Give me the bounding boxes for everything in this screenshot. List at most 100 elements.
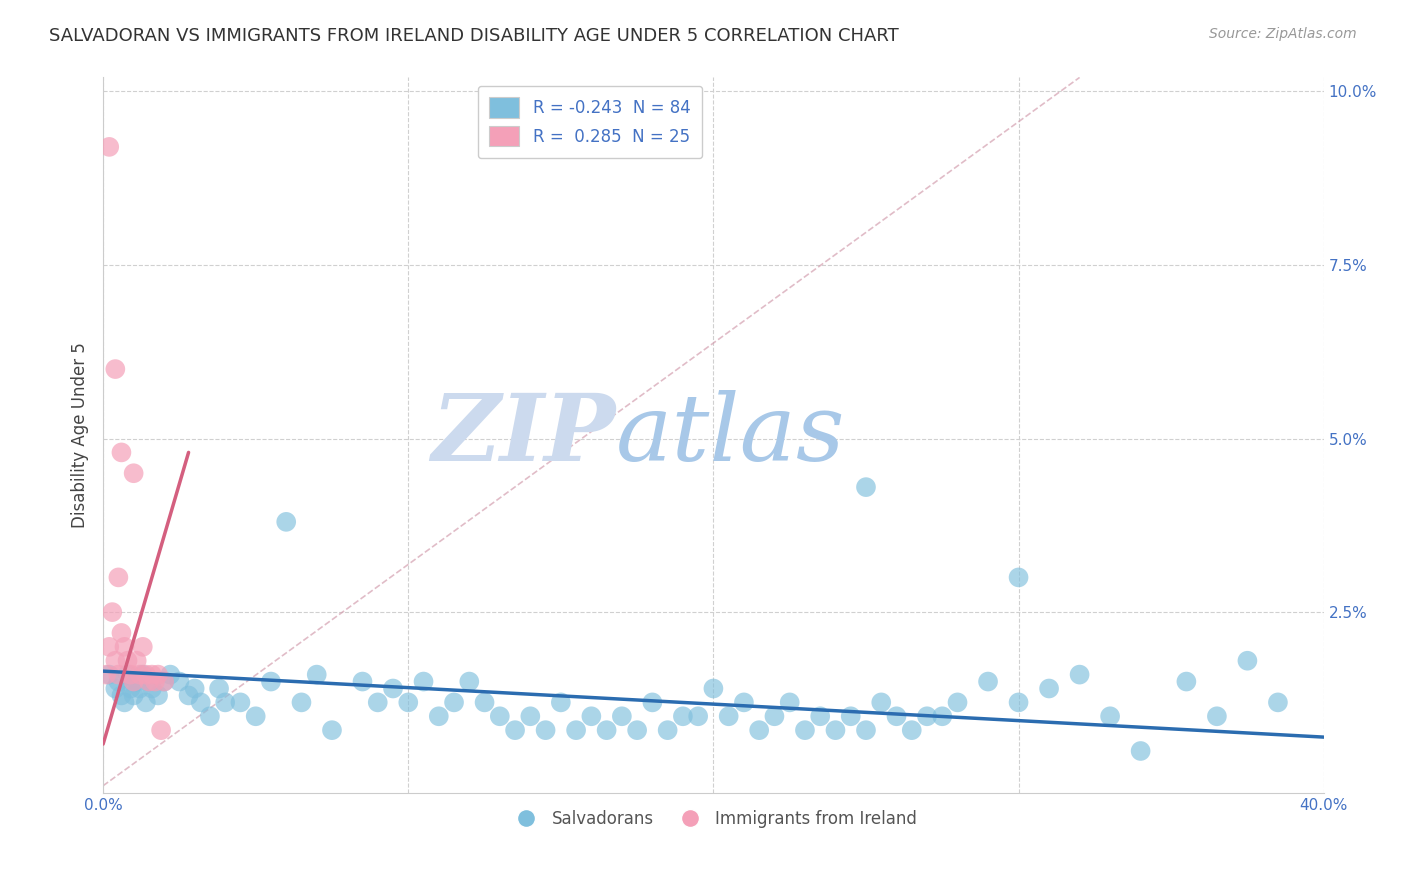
Point [382, 681, 405, 696]
Point [1007, 570, 1029, 584]
Point [702, 681, 724, 696]
Point [855, 723, 877, 738]
Point [107, 570, 129, 584]
Point [824, 723, 846, 738]
Point [122, 689, 145, 703]
Point [214, 695, 236, 709]
Point [138, 674, 160, 689]
Point [733, 695, 755, 709]
Point [143, 674, 166, 689]
Point [412, 674, 434, 689]
Point [717, 709, 740, 723]
Point [117, 667, 139, 681]
Point [1069, 667, 1091, 681]
Point [146, 689, 169, 703]
Point [98, 140, 121, 154]
Legend: Salvadorans, Immigrants from Ireland: Salvadorans, Immigrants from Ireland [503, 803, 924, 834]
Point [159, 667, 181, 681]
Point [519, 709, 541, 723]
Point [96, 667, 118, 681]
Point [110, 445, 132, 459]
Point [657, 723, 679, 738]
Point [946, 695, 969, 709]
Point [104, 654, 127, 668]
Point [146, 667, 169, 681]
Point [114, 695, 136, 709]
Point [153, 674, 176, 689]
Point [153, 674, 176, 689]
Point [534, 723, 557, 738]
Point [870, 695, 893, 709]
Point [352, 674, 374, 689]
Point [396, 695, 419, 709]
Point [122, 674, 145, 689]
Point [1129, 744, 1152, 758]
Point [98, 667, 121, 681]
Point [488, 709, 510, 723]
Point [110, 626, 132, 640]
Point [229, 695, 252, 709]
Text: Source: ZipAtlas.com: Source: ZipAtlas.com [1209, 27, 1357, 41]
Point [104, 681, 127, 696]
Point [135, 667, 157, 681]
Point [125, 674, 148, 689]
Point [748, 723, 770, 738]
Point [138, 674, 160, 689]
Point [305, 667, 328, 681]
Point [1206, 709, 1229, 723]
Point [128, 667, 150, 681]
Point [581, 709, 603, 723]
Point [208, 681, 231, 696]
Point [610, 709, 633, 723]
Point [367, 695, 389, 709]
Point [550, 695, 572, 709]
Point [1267, 695, 1289, 709]
Text: SALVADORAN VS IMMIGRANTS FROM IRELAND DISABILITY AGE UNDER 5 CORRELATION CHART: SALVADORAN VS IMMIGRANTS FROM IRELAND DI… [49, 27, 898, 45]
Point [107, 667, 129, 681]
Point [839, 709, 862, 723]
Point [110, 689, 132, 703]
Point [886, 709, 908, 723]
Point [977, 674, 1000, 689]
Point [122, 467, 145, 481]
Point [1175, 674, 1198, 689]
Point [503, 723, 526, 738]
Point [107, 674, 129, 689]
Point [290, 695, 312, 709]
Point [641, 695, 664, 709]
Point [458, 674, 481, 689]
Point [1007, 695, 1029, 709]
Point [117, 654, 139, 668]
Point [135, 695, 157, 709]
Point [128, 681, 150, 696]
Point [443, 695, 465, 709]
Point [276, 515, 298, 529]
Point [688, 709, 710, 723]
Point [122, 674, 145, 689]
Point [763, 709, 786, 723]
Point [1038, 681, 1060, 696]
Point [125, 654, 148, 668]
Point [141, 681, 163, 696]
Point [120, 667, 142, 681]
Point [98, 640, 121, 654]
Point [626, 723, 648, 738]
Point [565, 723, 588, 738]
Point [794, 723, 817, 738]
Point [190, 695, 212, 709]
Point [245, 709, 267, 723]
Point [198, 709, 221, 723]
Point [855, 480, 877, 494]
Text: ZIP: ZIP [432, 390, 616, 480]
Point [672, 709, 695, 723]
Point [150, 723, 173, 738]
Point [169, 674, 191, 689]
Point [183, 681, 205, 696]
Point [260, 674, 283, 689]
Point [141, 667, 163, 681]
Point [177, 689, 200, 703]
Point [120, 681, 142, 696]
Point [101, 605, 124, 619]
Point [915, 709, 938, 723]
Y-axis label: Disability Age Under 5: Disability Age Under 5 [72, 343, 89, 528]
